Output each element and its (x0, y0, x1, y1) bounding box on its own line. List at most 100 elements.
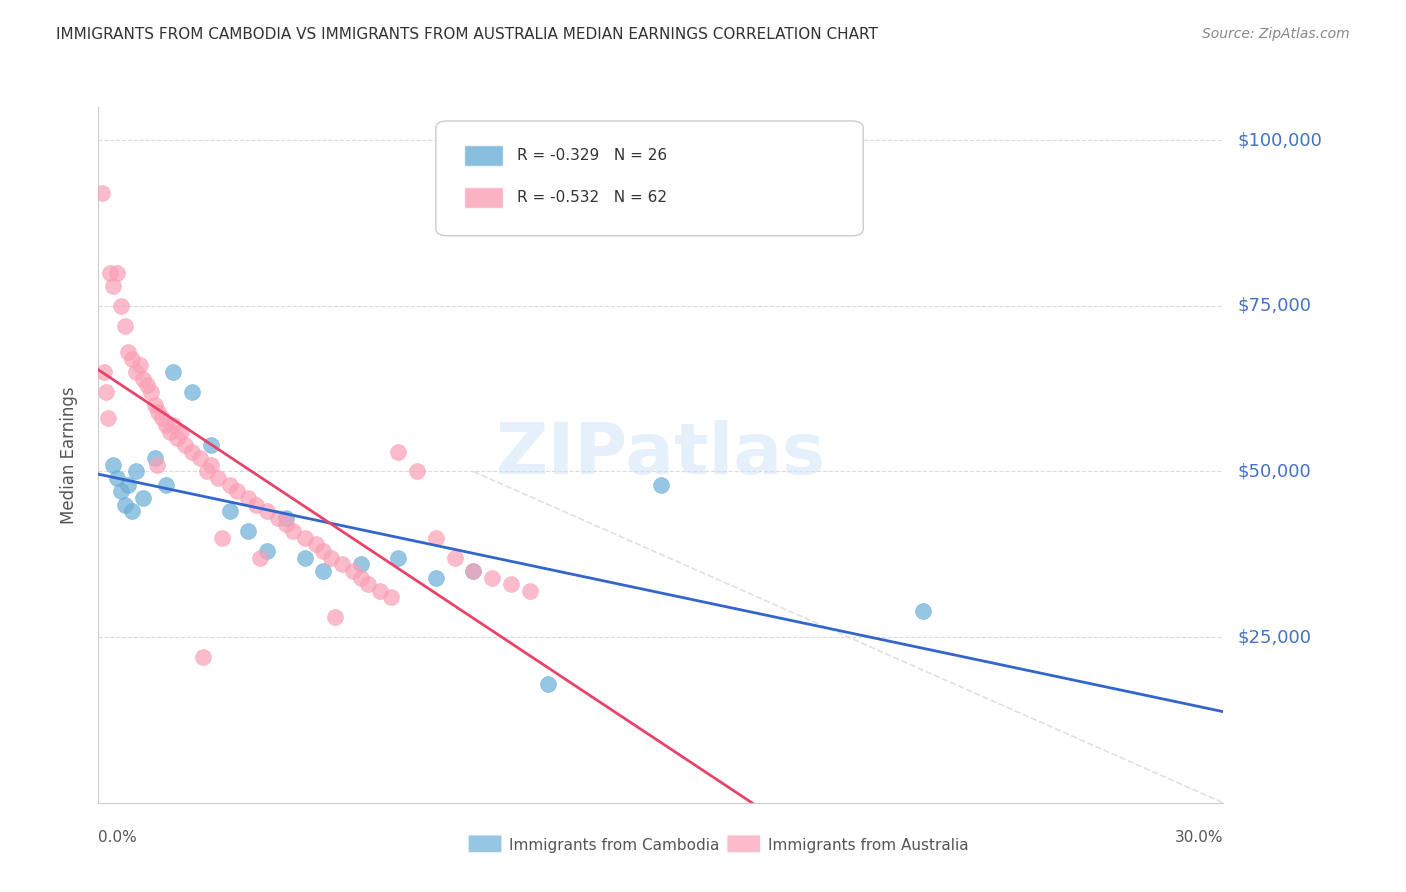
Point (114, 498, 136, 512)
Point (350, 570, 373, 584)
Point (238, 524, 260, 538)
Point (274, 517, 297, 532)
Point (173, 438, 195, 452)
Text: Immigrants from Australia: Immigrants from Australia (768, 838, 969, 853)
Point (148, 405, 170, 419)
Point (481, 570, 503, 584)
Point (294, 531, 316, 545)
Text: ZIPatlas: ZIPatlas (496, 420, 825, 490)
Point (103, 458, 125, 472)
Point (218, 504, 240, 518)
Point (155, 477, 177, 491)
Bar (464, 145, 503, 166)
Point (256, 504, 278, 518)
Point (387, 550, 409, 565)
Point (357, 577, 380, 591)
Point (274, 511, 297, 525)
FancyBboxPatch shape (436, 121, 863, 235)
Point (162, 418, 184, 433)
Point (132, 491, 155, 505)
Point (145, 458, 167, 472)
Point (323, 610, 346, 624)
Point (155, 418, 177, 433)
Point (200, 438, 222, 452)
Point (103, 279, 125, 293)
Point (380, 591, 402, 605)
Point (912, 604, 935, 618)
Point (249, 550, 271, 565)
Point (267, 511, 290, 525)
Text: $100,000: $100,000 (1237, 131, 1322, 149)
Point (166, 431, 188, 445)
Point (91, 186, 114, 201)
Point (368, 583, 391, 598)
Point (312, 544, 335, 558)
Point (537, 676, 560, 690)
Point (443, 550, 465, 565)
Point (117, 345, 139, 359)
Point (519, 583, 541, 598)
Point (193, 650, 215, 665)
Y-axis label: Median Earnings: Median Earnings (59, 386, 77, 524)
Text: $25,000: $25,000 (1237, 628, 1312, 646)
Point (159, 425, 181, 439)
Point (117, 477, 139, 491)
Point (463, 564, 485, 578)
Point (283, 524, 305, 538)
Point (136, 378, 159, 392)
Point (330, 558, 353, 572)
Point (162, 365, 184, 379)
Point (463, 564, 485, 578)
Point (93, 365, 115, 379)
Point (207, 471, 229, 485)
Point (143, 398, 166, 412)
Point (110, 484, 132, 499)
Point (342, 564, 364, 578)
Point (188, 451, 211, 466)
Text: Immigrants from Cambodia: Immigrants from Cambodia (509, 838, 720, 853)
Point (387, 444, 409, 458)
Text: 30.0%: 30.0% (1175, 830, 1223, 845)
Point (245, 498, 267, 512)
Point (650, 477, 672, 491)
Point (218, 477, 240, 491)
Point (499, 577, 522, 591)
Point (139, 384, 162, 399)
Point (200, 458, 222, 472)
Point (256, 544, 278, 558)
Point (305, 537, 328, 551)
Point (211, 531, 233, 545)
Point (105, 471, 128, 485)
Point (121, 351, 143, 366)
Text: 0.0%: 0.0% (98, 830, 138, 845)
Point (181, 384, 204, 399)
Point (110, 299, 132, 313)
Point (294, 550, 316, 565)
Point (94, 384, 117, 399)
Point (238, 491, 260, 505)
Text: $50,000: $50,000 (1237, 462, 1310, 481)
Point (226, 484, 249, 499)
Point (114, 318, 136, 333)
Text: IMMIGRANTS FROM CAMBODIA VS IMMIGRANTS FROM AUSTRALIA MEDIAN EARNINGS CORRELATIO: IMMIGRANTS FROM CAMBODIA VS IMMIGRANTS F… (56, 27, 879, 42)
Point (128, 359, 150, 373)
Point (143, 451, 166, 466)
Bar (464, 187, 503, 208)
Point (425, 570, 447, 584)
Point (350, 558, 373, 572)
Point (132, 372, 155, 386)
Point (319, 550, 342, 565)
Text: Source: ZipAtlas.com: Source: ZipAtlas.com (1202, 27, 1350, 41)
Point (125, 365, 148, 379)
Text: $75,000: $75,000 (1237, 297, 1312, 315)
Text: R = -0.532   N = 62: R = -0.532 N = 62 (517, 190, 666, 205)
Point (150, 411, 173, 425)
Point (181, 444, 204, 458)
Point (121, 504, 143, 518)
Point (195, 465, 218, 479)
Text: R = -0.329   N = 26: R = -0.329 N = 26 (517, 148, 666, 163)
Point (170, 425, 193, 439)
Point (425, 531, 447, 545)
Point (105, 266, 128, 280)
Point (406, 465, 429, 479)
